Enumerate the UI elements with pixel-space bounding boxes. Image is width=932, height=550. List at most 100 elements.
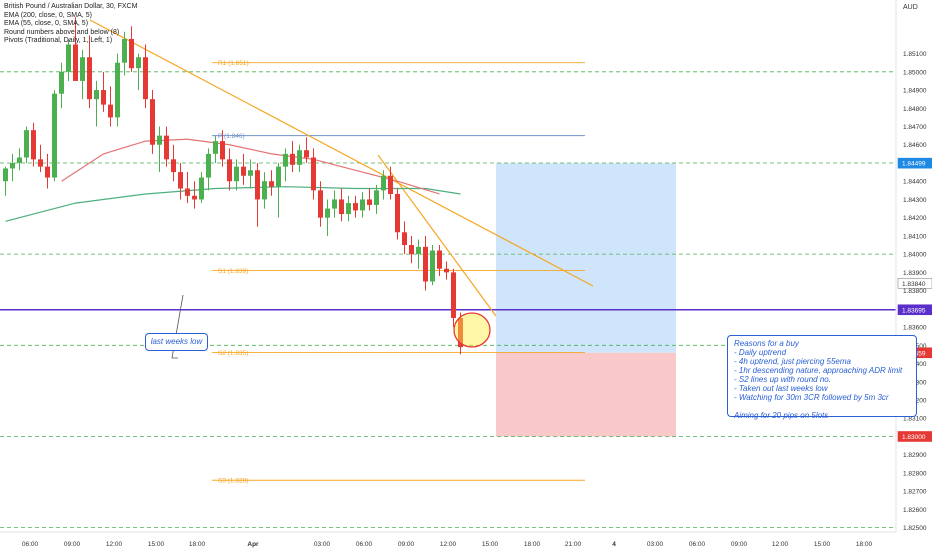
candle-body <box>276 166 281 187</box>
candle-body <box>269 181 274 187</box>
candle-body <box>24 130 29 158</box>
candle-body <box>87 57 92 100</box>
time-tick-label: 18:00 <box>524 541 541 548</box>
trendline-long <box>89 19 594 287</box>
candle-body <box>416 246 421 255</box>
trendline-short <box>377 154 497 317</box>
price-tag-label: 1.83840 <box>902 281 926 288</box>
time-tick-label: 15:00 <box>482 541 499 548</box>
candle-body <box>367 199 372 205</box>
price-tick-label: 1.82700 <box>903 489 927 496</box>
ema55-line <box>61 138 440 195</box>
weekly-low-callout[interactable]: last weeks low <box>145 333 208 351</box>
candle-body <box>171 159 176 173</box>
time-tick-label: 18:00 <box>189 541 206 548</box>
candle-body <box>430 250 435 282</box>
candle-body <box>402 232 407 246</box>
price-tick-label: 1.82800 <box>903 470 927 477</box>
candle-body <box>129 38 134 69</box>
price-tick-label: 1.82500 <box>903 525 927 532</box>
pivot-label: S2 (1.835) <box>218 350 248 357</box>
time-tick-label: 4 <box>612 541 616 548</box>
candle-body <box>157 135 162 145</box>
candle-body <box>101 90 106 105</box>
note-line: Reasons for a buy <box>734 339 799 348</box>
price-tick-label: 1.83800 <box>903 288 927 295</box>
price-tick-label: 1.84400 <box>903 179 927 186</box>
candle-body <box>150 99 155 145</box>
note-aim: Aiming for 20 pips on 5lots <box>734 411 829 420</box>
candle-body <box>3 168 8 182</box>
candle-body <box>311 157 316 191</box>
candle-body <box>290 153 295 165</box>
candle-body <box>374 190 379 205</box>
price-tick-label: 1.84200 <box>903 215 927 222</box>
time-tick-label: 06:00 <box>356 541 373 548</box>
pivot-label: S1 (1.839) <box>218 268 248 275</box>
time-tick-label: 09:00 <box>398 541 415 548</box>
price-tick-label: 1.84800 <box>903 106 927 113</box>
price-tick-label: 1.84700 <box>903 124 927 131</box>
price-tick-label: 1.82600 <box>903 507 927 514</box>
price-tag <box>897 278 932 289</box>
price-tick-label: 1.85100 <box>903 51 927 58</box>
candle-body <box>66 44 71 72</box>
candle-body <box>227 159 232 182</box>
price-tick-label: 1.84600 <box>903 142 927 149</box>
candle-body <box>199 177 204 200</box>
candle-body <box>332 199 337 209</box>
price-tick-label: 1.84900 <box>903 88 927 95</box>
price-tag <box>897 157 932 169</box>
note-line: - 1hr descending nature, approaching ADR… <box>734 366 903 375</box>
candle-body <box>283 153 288 167</box>
candle-body <box>45 166 50 178</box>
price-tick-label: 1.84100 <box>903 233 927 240</box>
candle-body <box>52 93 57 178</box>
candle-body <box>136 57 141 69</box>
time-tick-label: 21:00 <box>565 541 582 548</box>
candle-body <box>388 175 393 194</box>
time-tick-label: 12:00 <box>106 541 123 548</box>
candle-body <box>59 71 64 94</box>
pivot-label: P (1.846) <box>218 133 245 140</box>
candle-body <box>297 150 302 165</box>
time-tick-label: 15:00 <box>148 541 165 548</box>
time-tick-label: 06:00 <box>22 541 39 548</box>
candle-body <box>353 203 358 211</box>
candle-body <box>437 250 442 269</box>
candle-body <box>164 135 169 160</box>
candle-body <box>458 317 463 348</box>
candle-body <box>262 181 267 200</box>
time-tick-label: 09:00 <box>64 541 81 548</box>
candle-body <box>10 162 15 169</box>
candle-body <box>423 246 428 282</box>
price-tag-label: 1.83695 <box>902 307 926 314</box>
candle-body <box>185 188 190 196</box>
legend-round-numbers: Round numbers above and below (8) <box>4 28 120 36</box>
price-tick-label: 1.83100 <box>903 416 927 423</box>
candle-body <box>234 166 239 182</box>
trade-notes[interactable]: Reasons for a buy - Daily uptrend - 4h u… <box>727 335 917 420</box>
candle-body <box>248 170 253 176</box>
candle-body <box>325 208 330 218</box>
callout-pointer <box>171 294 184 359</box>
candle-body <box>80 57 85 81</box>
candle-body <box>255 170 260 200</box>
price-tick-label: 1.85000 <box>903 69 927 76</box>
time-tick-label: 15:00 <box>814 541 831 548</box>
candle-body <box>108 104 113 118</box>
price-tick-label: 1.83600 <box>903 325 927 332</box>
time-tick-label: Apr <box>247 541 259 548</box>
time-tick-label: 12:00 <box>772 541 789 548</box>
time-tick-label: 18:00 <box>856 541 873 548</box>
price-tag-label: 1.83000 <box>902 434 926 441</box>
chart-legend: British Pound / Australian Dollar, 30, F… <box>4 3 137 46</box>
candle-body <box>409 245 414 255</box>
candle-body <box>451 272 456 318</box>
candle-body <box>381 175 386 191</box>
legend-pivots: Pivots (Traditional, Daily, 1, Left, 1) <box>4 37 113 45</box>
candle-body <box>213 141 218 154</box>
candle-body <box>346 203 351 215</box>
note-line: - Watching for 30m 3CR followed by 5m 3c… <box>734 393 889 402</box>
